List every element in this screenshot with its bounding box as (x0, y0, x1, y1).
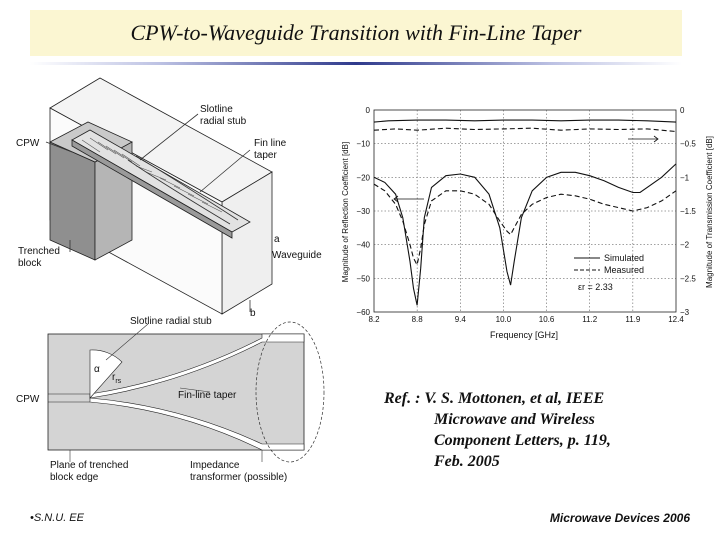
left-tick-label: −20 (356, 173, 370, 182)
label-rrs: rrs (112, 372, 122, 385)
waveguide-3d-drawing (45, 77, 273, 315)
bullet-icon: • (30, 512, 34, 524)
label-alpha: α (94, 364, 100, 375)
right-tick-label: −2.5 (680, 274, 696, 283)
label-finline-2: taper (254, 150, 277, 161)
label-plane-1: Plane of trenched (50, 460, 128, 471)
y-axis-label-right: Magnitude of Transmission Coefficient [d… (705, 136, 714, 288)
right-tick-label: −3 (680, 308, 690, 317)
label-slotline-2: radial stub (200, 116, 247, 127)
series-simulated-left (373, 163, 677, 306)
legend: Simulated Measured (574, 253, 644, 275)
title-banner: CPW-to-Waveguide Transition with Fin-Lin… (30, 10, 682, 56)
slide-title: CPW-to-Waveguide Transition with Fin-Lin… (130, 20, 582, 45)
reference-line-3: Component Letters, p. 119, (434, 432, 611, 449)
left-tick-label: −50 (356, 274, 370, 283)
reference-line-2: Microwave and Wireless (434, 411, 595, 428)
x-tick-label: 10.0 (496, 315, 512, 324)
reference-citation: Ref. : V. S. Mottonen, et al, IEEE Micro… (384, 388, 684, 472)
x-axis-label: Frequency [GHz] (490, 330, 558, 340)
y-axis-label-left: Magnitude of Reflection Coefficient [dB] (341, 142, 350, 282)
label-slotline-radial-stub: Slotline radial stub (130, 316, 212, 327)
grid (374, 110, 676, 312)
x-tick-label: 10.6 (539, 315, 555, 324)
reference-line-1: Ref. : V. S. Mottonen, et al, IEEE (384, 390, 605, 407)
label-impedance-1: Impedance (190, 460, 240, 471)
axis-arrows (393, 135, 659, 203)
right-tick-label: −2 (680, 241, 690, 250)
footer-left-text: S.N.U. EE (33, 512, 84, 524)
left-tick-label: −30 (356, 207, 370, 216)
label-a: a (274, 234, 280, 245)
label-finline-1: Fin line (254, 138, 287, 149)
label-impedance-2: transformer (possible) (190, 472, 287, 483)
series-measured-right (373, 127, 677, 133)
label-cpw-top: CPW (16, 138, 40, 149)
right-tick-label: −1 (680, 173, 690, 182)
legend-simulated: Simulated (604, 253, 644, 263)
right-tick-label: −1.5 (680, 207, 696, 216)
label-waveguide: Waveguide (272, 250, 322, 261)
label-cpw-bottom: CPW (16, 394, 40, 405)
footer-left: •S.N.U. EE (30, 512, 84, 524)
x-tick-label: 11.9 (625, 315, 641, 324)
label-finline-taper: Fin-line taper (178, 390, 237, 401)
label-trenched-1: Trenched (18, 246, 60, 257)
label-trenched-2: block (18, 258, 42, 269)
series-simulated-right (373, 119, 677, 123)
x-tick-label: 9.4 (455, 315, 467, 324)
legend-measured: Measured (604, 265, 644, 275)
label-plane-2: block edge (50, 472, 99, 483)
footer-right: Microwave Devices 2006 (549, 511, 690, 525)
transition-diagrams: CPW Slotline radial stub Fin line taper … (16, 77, 325, 483)
left-tick-labels: 0 −10 −20 −30 −40 −50 −60 (356, 106, 370, 317)
reflection-transmission-chart: 8.2 8.8 9.4 10.0 10.6 11.2 11.9 12.4 0−10−20−30… (341, 106, 714, 340)
label-slotline-1: Slotline (200, 104, 233, 115)
left-tick-label: −60 (356, 308, 370, 317)
reference-line-4: Feb. 2005 (434, 453, 500, 470)
right-tick-label: −0.5 (680, 140, 696, 149)
annotation-epsilon: εr = 2.33 (578, 282, 613, 292)
label-b: b (250, 308, 256, 319)
x-tick-labels: 8.2 8.8 9.4 10.0 10.6 11.2 11.9 12.4 (368, 315, 684, 324)
series-measured-left (373, 183, 677, 267)
right-tick-labels: 0 −0.5 −1 −1.5 −2 −2.5 −3 (680, 106, 696, 317)
x-tick-label: 11.2 (582, 315, 598, 324)
x-tick-label: 12.4 (668, 315, 684, 324)
x-tick-label: 8.2 (368, 315, 380, 324)
left-tick-label: −40 (356, 241, 370, 250)
finline-cross-section (47, 321, 325, 463)
data-series (373, 119, 677, 306)
left-tick-label: −10 (356, 140, 370, 149)
title-rule (30, 62, 682, 65)
left-tick-label: 0 (366, 106, 371, 115)
x-tick-label: 8.8 (412, 315, 424, 324)
right-tick-label: 0 (680, 106, 685, 115)
